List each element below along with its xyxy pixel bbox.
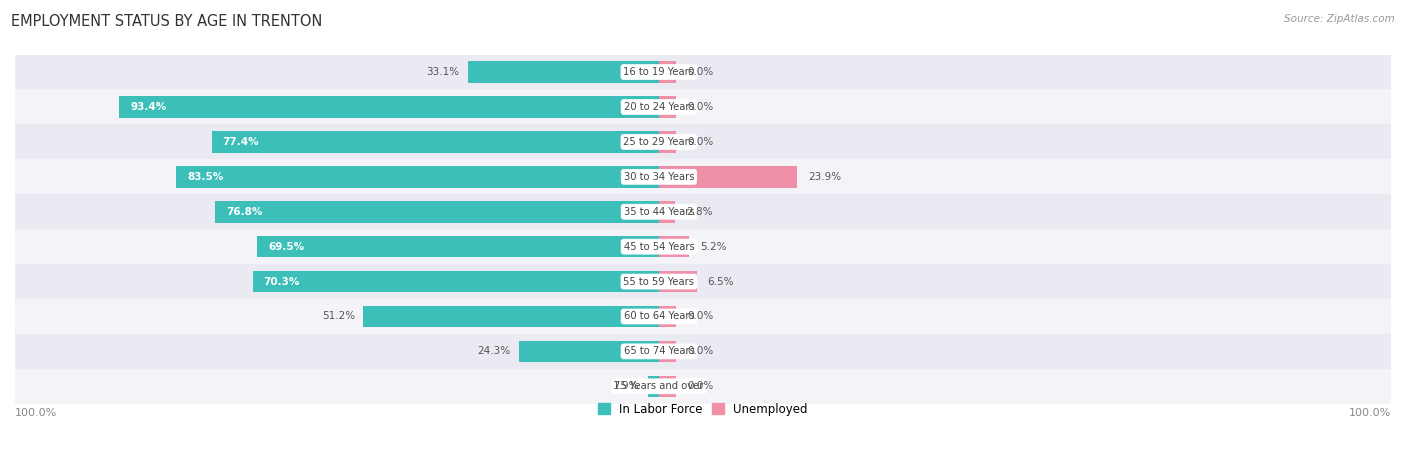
Text: 70.3%: 70.3% bbox=[264, 276, 299, 286]
Bar bbox=[15, 299, 1391, 334]
Bar bbox=[257, 236, 659, 258]
Bar bbox=[15, 89, 1391, 124]
Text: 76.8%: 76.8% bbox=[226, 207, 263, 217]
Text: 5.2%: 5.2% bbox=[700, 242, 727, 252]
Text: 51.2%: 51.2% bbox=[322, 312, 354, 322]
Bar bbox=[15, 124, 1391, 159]
Text: 20 to 24 Years: 20 to 24 Years bbox=[624, 102, 695, 112]
Text: 0.0%: 0.0% bbox=[688, 137, 714, 147]
Bar bbox=[659, 236, 689, 258]
Text: 100.0%: 100.0% bbox=[1348, 408, 1391, 418]
Bar bbox=[659, 376, 676, 397]
Legend: In Labor Force, Unemployed: In Labor Force, Unemployed bbox=[598, 403, 808, 416]
Text: 45 to 54 Years: 45 to 54 Years bbox=[624, 242, 695, 252]
Text: 60 to 64 Years: 60 to 64 Years bbox=[624, 312, 695, 322]
Text: 83.5%: 83.5% bbox=[187, 172, 224, 182]
Text: 2.8%: 2.8% bbox=[686, 207, 713, 217]
Text: 0.0%: 0.0% bbox=[688, 382, 714, 391]
Bar bbox=[212, 131, 659, 153]
Bar bbox=[659, 131, 676, 153]
Bar bbox=[468, 61, 659, 83]
Text: 33.1%: 33.1% bbox=[426, 67, 460, 77]
Bar bbox=[659, 96, 676, 118]
Bar bbox=[120, 96, 659, 118]
Text: 0.0%: 0.0% bbox=[688, 312, 714, 322]
Bar bbox=[15, 369, 1391, 404]
Text: 100.0%: 100.0% bbox=[15, 408, 58, 418]
Bar bbox=[648, 376, 659, 397]
Text: Source: ZipAtlas.com: Source: ZipAtlas.com bbox=[1284, 14, 1395, 23]
Text: 6.5%: 6.5% bbox=[707, 276, 734, 286]
Bar bbox=[15, 159, 1391, 194]
Text: 55 to 59 Years: 55 to 59 Years bbox=[623, 276, 695, 286]
Text: 77.4%: 77.4% bbox=[222, 137, 259, 147]
Bar bbox=[659, 166, 797, 188]
Text: 30 to 34 Years: 30 to 34 Years bbox=[624, 172, 695, 182]
Bar bbox=[519, 341, 659, 362]
Bar bbox=[215, 201, 659, 222]
Text: 75 Years and over: 75 Years and over bbox=[614, 382, 703, 391]
Bar bbox=[15, 334, 1391, 369]
Bar bbox=[15, 194, 1391, 229]
Bar bbox=[15, 264, 1391, 299]
Text: 35 to 44 Years: 35 to 44 Years bbox=[624, 207, 695, 217]
Bar bbox=[659, 306, 676, 327]
Bar bbox=[176, 166, 659, 188]
Text: 1.9%: 1.9% bbox=[613, 382, 640, 391]
Bar bbox=[15, 229, 1391, 264]
Bar bbox=[659, 61, 676, 83]
Bar bbox=[253, 271, 659, 292]
Text: 25 to 29 Years: 25 to 29 Years bbox=[623, 137, 695, 147]
Bar bbox=[363, 306, 659, 327]
Bar bbox=[659, 341, 676, 362]
Text: 65 to 74 Years: 65 to 74 Years bbox=[623, 346, 695, 356]
Bar bbox=[659, 201, 675, 222]
Text: EMPLOYMENT STATUS BY AGE IN TRENTON: EMPLOYMENT STATUS BY AGE IN TRENTON bbox=[11, 14, 322, 28]
Text: 93.4%: 93.4% bbox=[131, 102, 166, 112]
Text: 69.5%: 69.5% bbox=[269, 242, 305, 252]
Bar bbox=[659, 271, 696, 292]
Text: 23.9%: 23.9% bbox=[808, 172, 841, 182]
Text: 0.0%: 0.0% bbox=[688, 346, 714, 356]
Text: 24.3%: 24.3% bbox=[477, 346, 510, 356]
Bar bbox=[15, 55, 1391, 89]
Text: 0.0%: 0.0% bbox=[688, 102, 714, 112]
Text: 16 to 19 Years: 16 to 19 Years bbox=[623, 67, 695, 77]
Text: 0.0%: 0.0% bbox=[688, 67, 714, 77]
